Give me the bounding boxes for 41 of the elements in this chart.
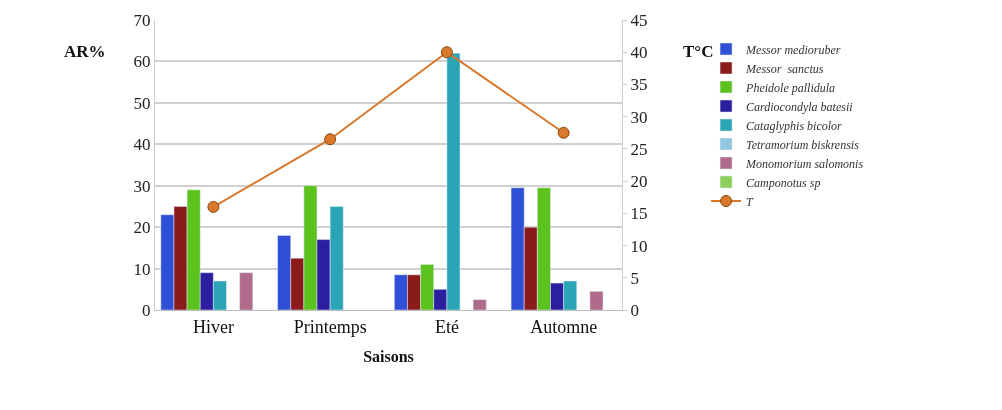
y2-tick-label: 10 (630, 236, 648, 256)
x-tick-label: Printemps (293, 316, 367, 337)
x-tick-label: Hiver (192, 316, 234, 337)
y2-tick-label: 5 (630, 268, 639, 288)
point (324, 133, 337, 146)
legend-label: T (746, 194, 755, 209)
bar (239, 272, 254, 310)
y2-tick-label: 15 (630, 204, 648, 224)
legend-label: Camponotus sp (746, 175, 821, 190)
point (207, 200, 220, 213)
point (440, 46, 453, 59)
y-tick-label: 60 (133, 52, 151, 72)
x-tick-label: Automne (530, 316, 598, 337)
y-tick-label: 40 (133, 135, 151, 155)
x-tick-label: Eté (434, 316, 459, 337)
legend-label: Monomorium salomonis (745, 156, 864, 171)
y-tick-label: 30 (133, 176, 151, 196)
y2-tick-label: 20 (630, 172, 648, 192)
bar (472, 299, 487, 310)
legend-label: Cataglyphis bicolor (746, 118, 843, 133)
y-tick-label: 20 (133, 218, 151, 238)
y2-tick-label: 45 (630, 10, 648, 30)
y-tick-label: 50 (133, 93, 151, 113)
y-tick-label: 10 (133, 259, 151, 279)
point (557, 126, 570, 139)
legend-label: Messor medioruber (745, 42, 841, 57)
y-tick-label: 0 (142, 300, 151, 320)
y-axis-title: AR% (64, 42, 106, 61)
y-tick-label: 70 (133, 10, 151, 30)
legend-label: Cardiocondyla batesii (746, 99, 853, 114)
y2-tick-label: 30 (630, 107, 648, 127)
y2-tick-label: 35 (630, 75, 648, 95)
legend-label: Tetramorium biskrensis (746, 137, 860, 152)
y2-tick-label: 25 (630, 139, 648, 159)
bar (589, 291, 604, 310)
y2-axis-title: T°C (683, 42, 714, 61)
legend-label: Messor sanctus (745, 61, 824, 76)
x-axis-title: Saisons (363, 348, 414, 366)
y2-tick-label: 40 (630, 43, 648, 63)
legend-label: Pheidole pallidula (745, 80, 836, 95)
y2-tick-label: 0 (630, 300, 639, 320)
